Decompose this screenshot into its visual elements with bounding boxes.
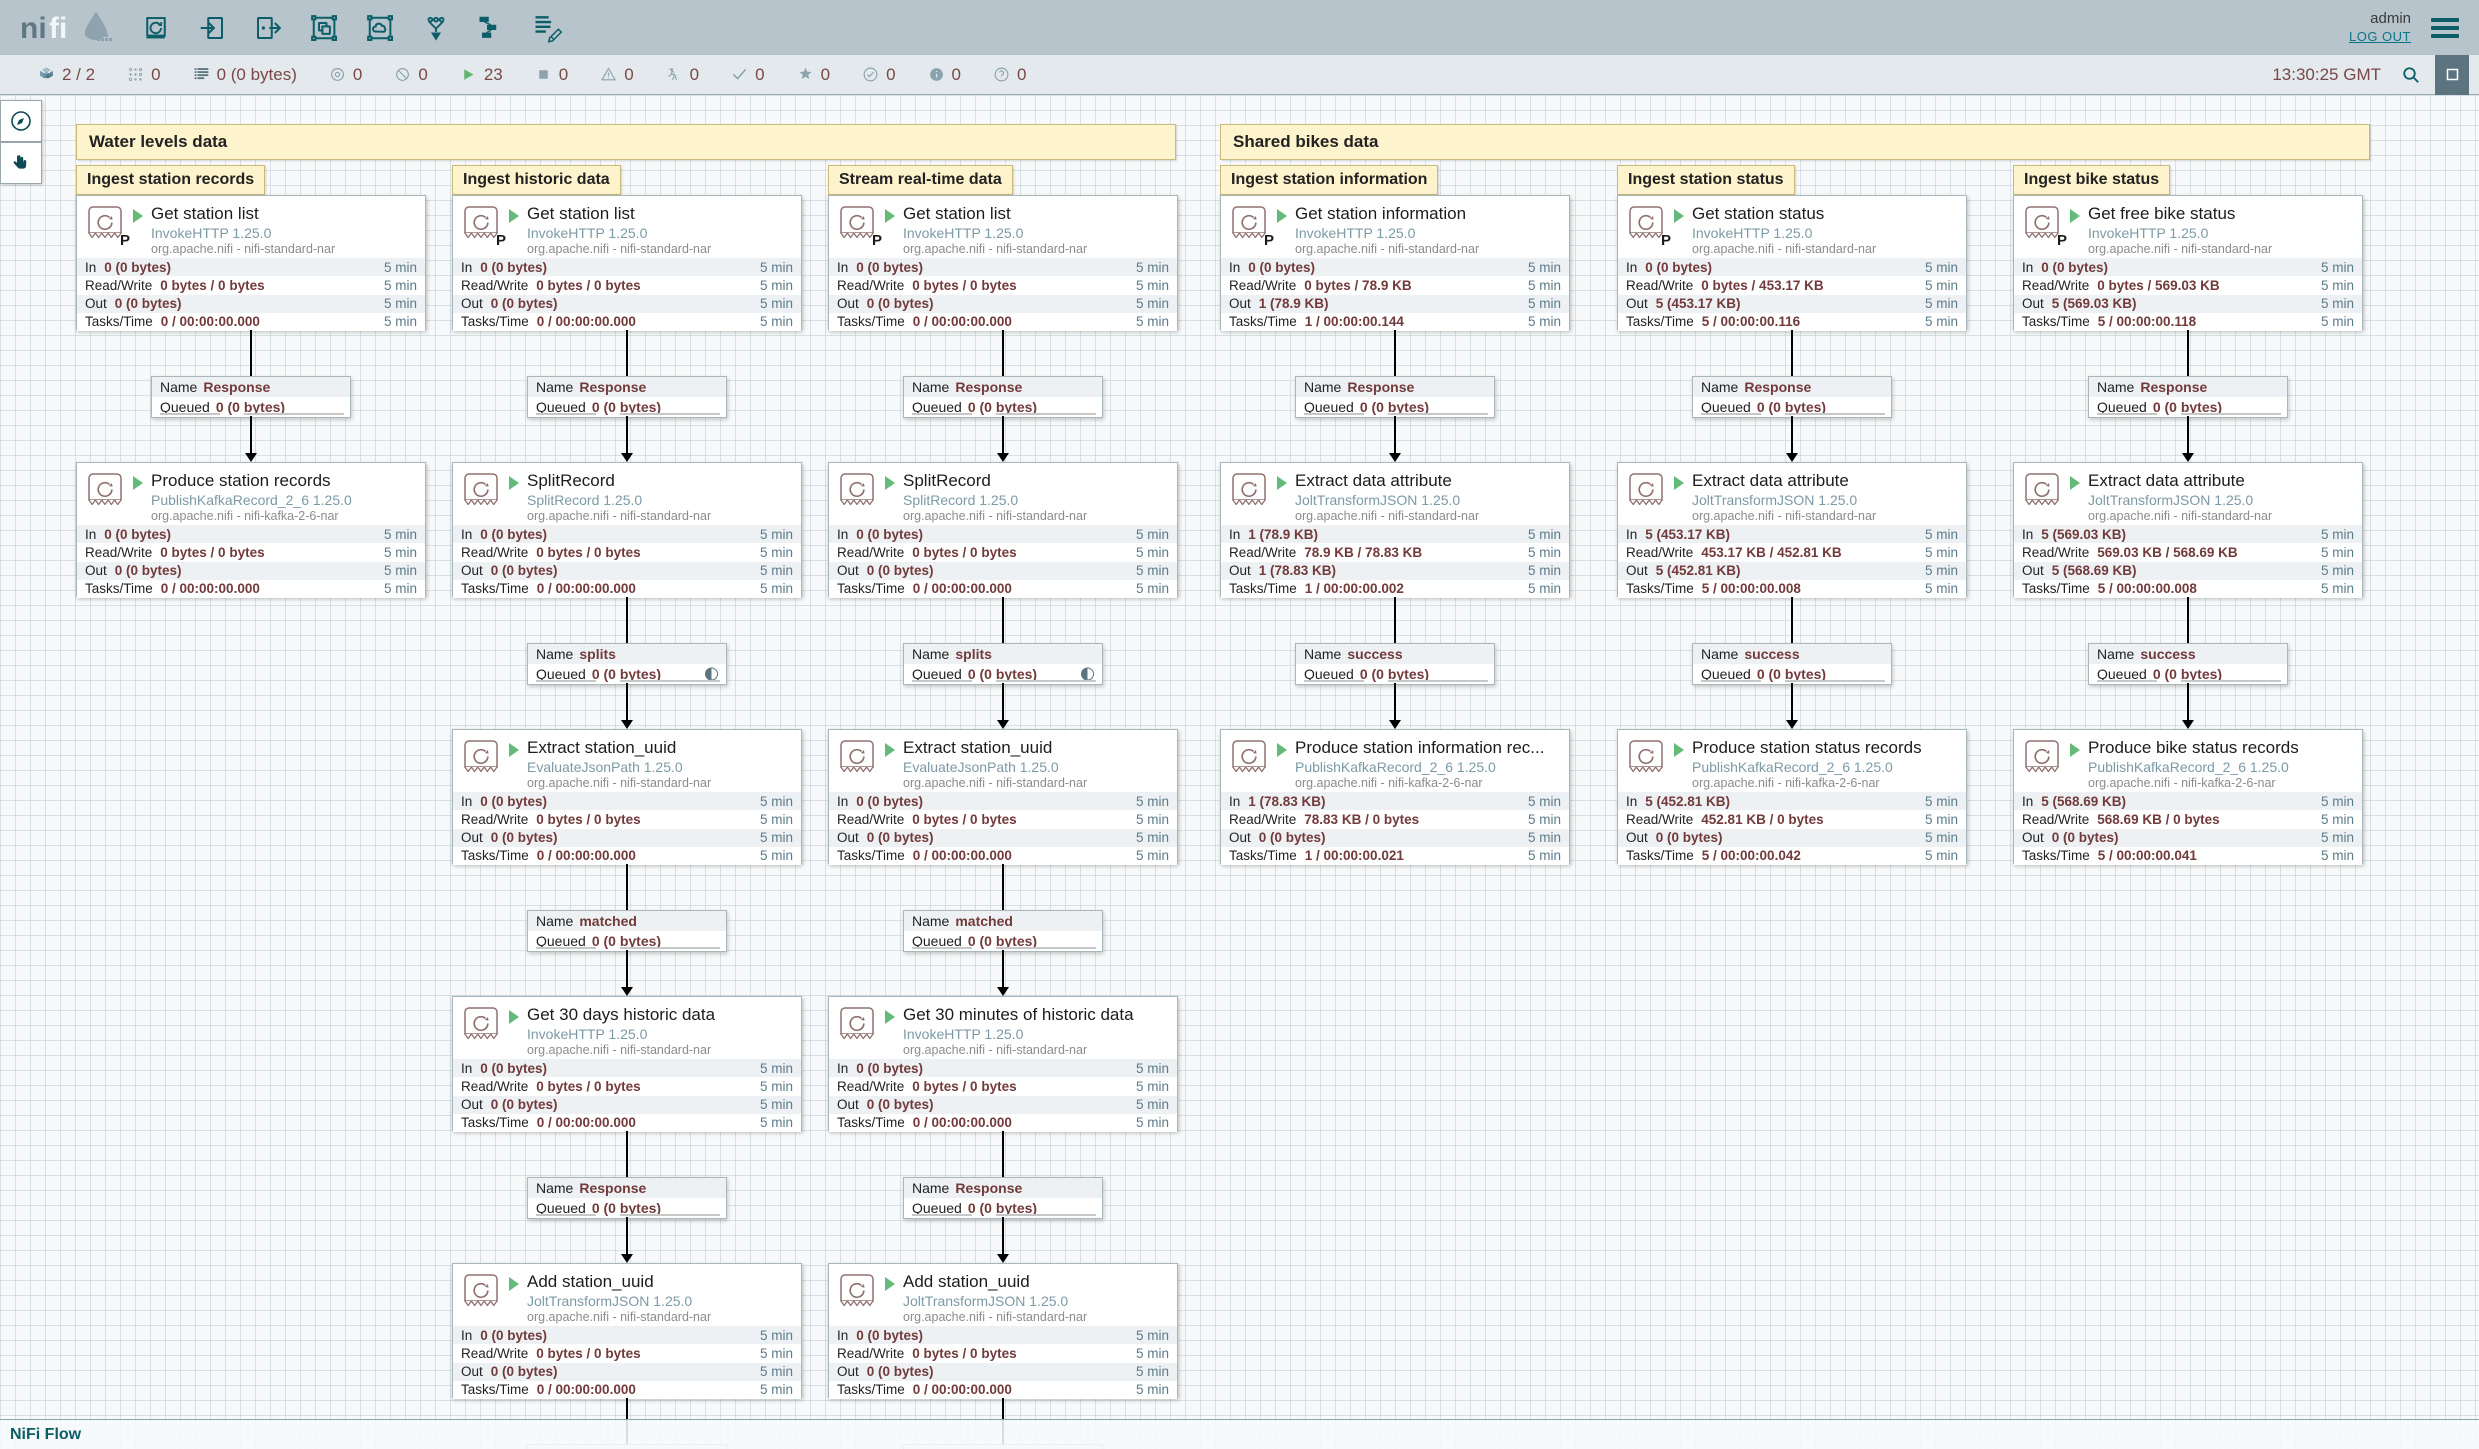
svg-text:ni: ni — [20, 12, 47, 45]
svg-text:fi: fi — [49, 12, 67, 45]
